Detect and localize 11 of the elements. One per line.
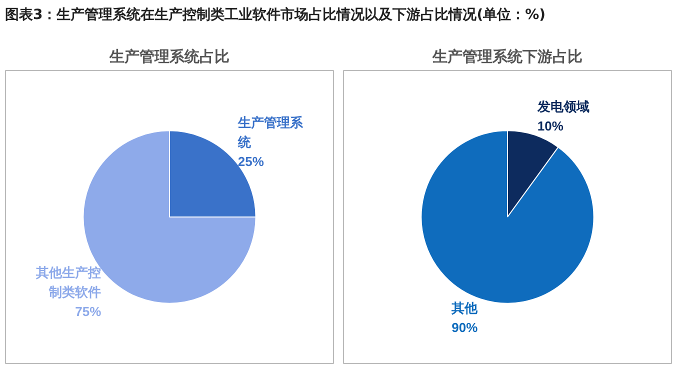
slice-label: 其他生产控制类软件 <box>35 264 102 300</box>
chart-title: 生产管理系统下游占比 <box>432 48 582 66</box>
slice-label: 发电领域 <box>536 99 590 114</box>
text: 图表3：生产管理系统在生产控制类工业软件市场占比情况以及下游占比情况(单位：%) <box>5 6 546 25</box>
data-label: 75% <box>75 304 102 319</box>
data-label: 10% <box>537 118 564 134</box>
chart-title: 生产管理系统占比 <box>108 48 230 66</box>
data-label: 25% <box>238 154 264 170</box>
slice-label: 其他 <box>450 300 479 316</box>
data-label: 90% <box>452 320 478 335</box>
slice-label: 生产管理系统 <box>236 115 304 150</box>
